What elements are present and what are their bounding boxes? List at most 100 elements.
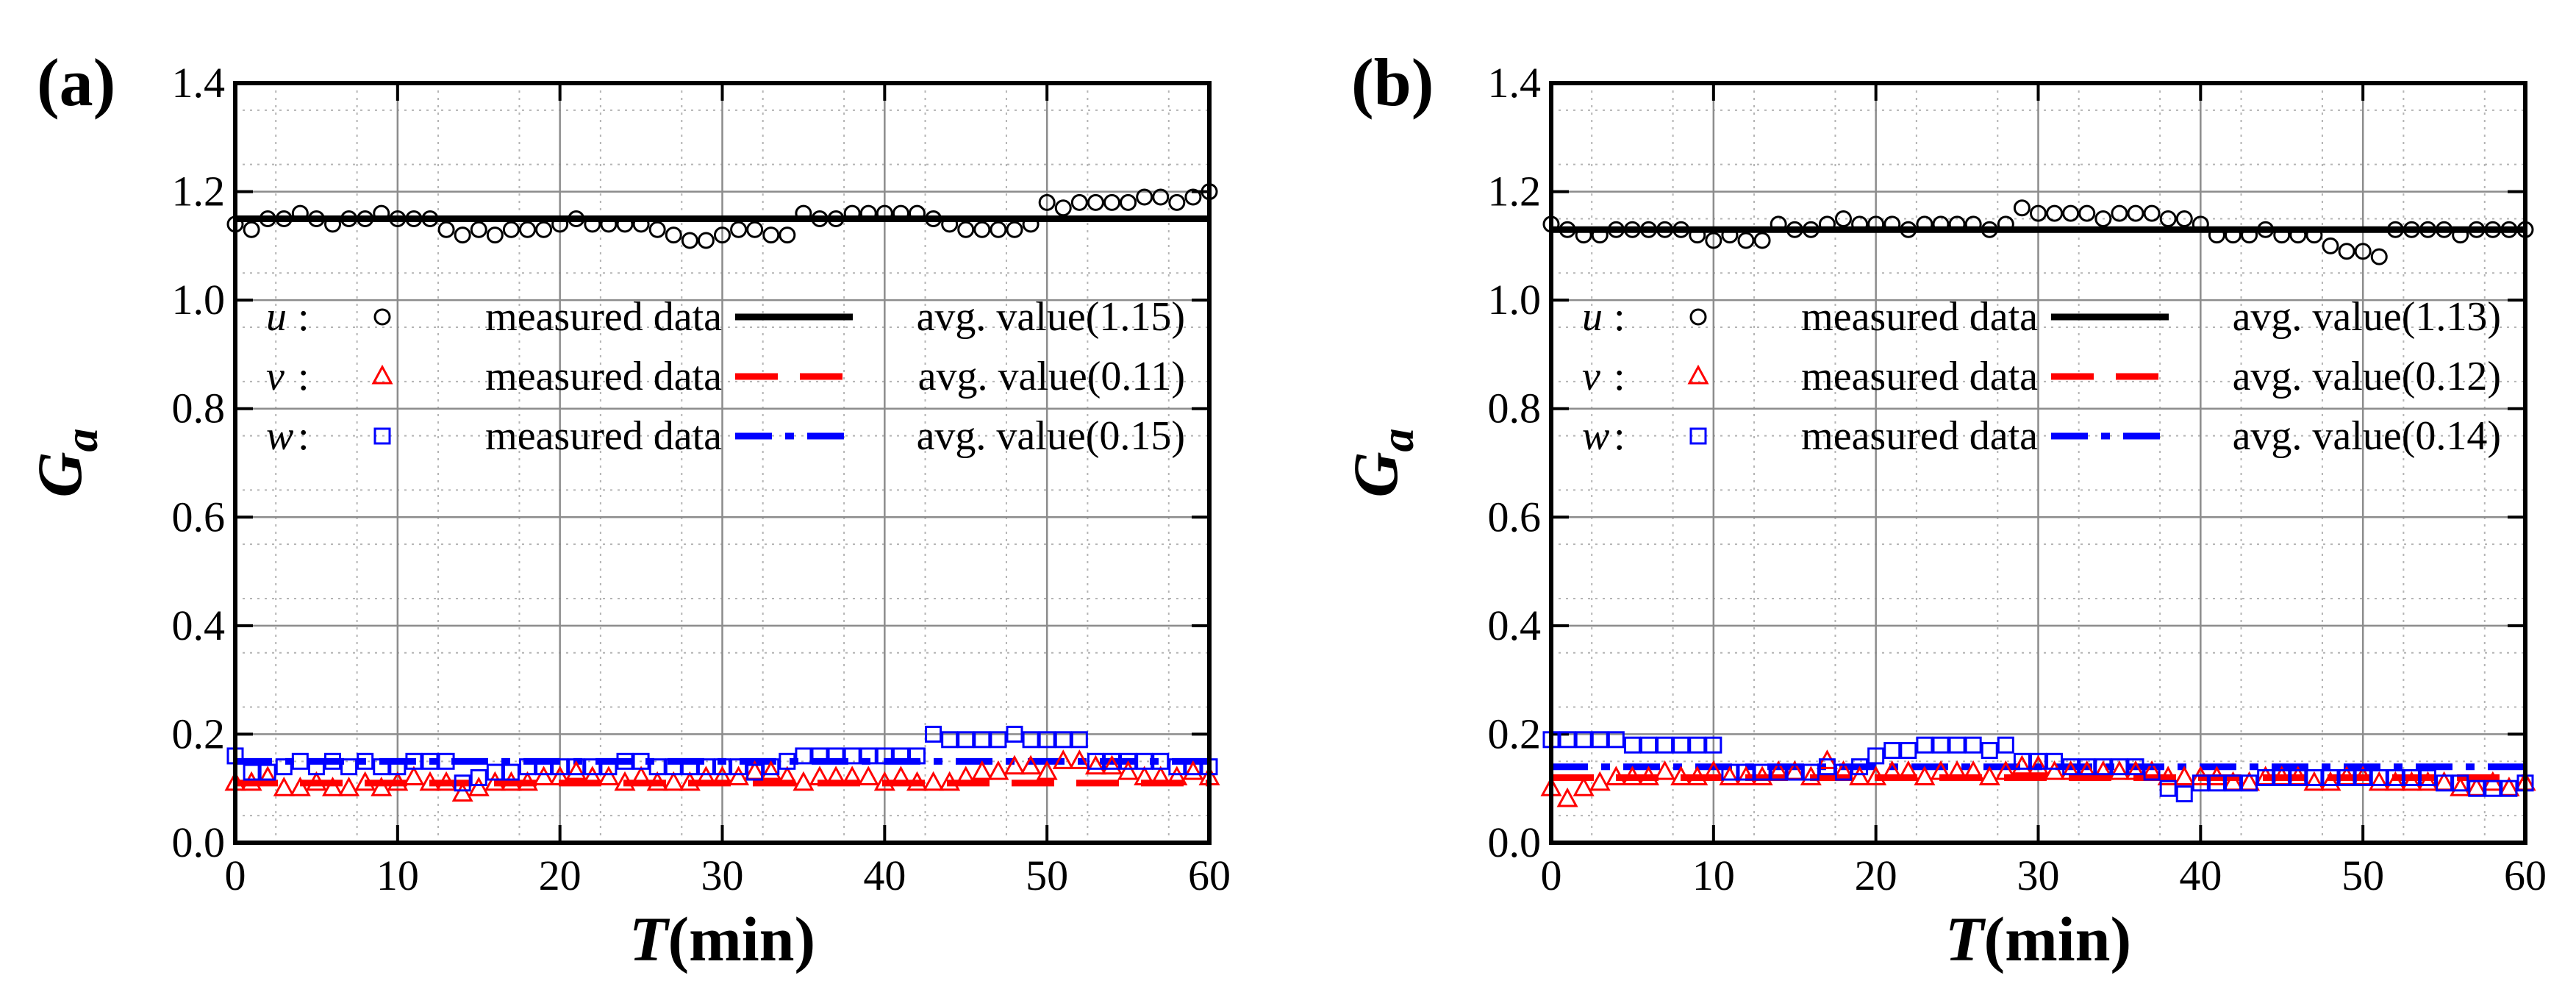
data-point-u bbox=[1770, 215, 1787, 233]
y-axis-symbol: G bbox=[1340, 452, 1411, 497]
data-point-u bbox=[1607, 221, 1625, 238]
data-point-v bbox=[2173, 766, 2195, 785]
data-point-u bbox=[243, 221, 260, 238]
data-point-w bbox=[1786, 763, 1803, 781]
data-point-v bbox=[2060, 760, 2082, 780]
data-point-v bbox=[2108, 760, 2130, 780]
data-point-w bbox=[827, 747, 845, 765]
data-point-u bbox=[2500, 221, 2518, 238]
data-point-w bbox=[437, 752, 455, 770]
data-point-v bbox=[906, 771, 929, 791]
data-point-v bbox=[1117, 760, 1139, 780]
data-point-w bbox=[779, 752, 796, 770]
data-point-u bbox=[648, 221, 666, 238]
legend-avg-label: avg. value(1.13) bbox=[2233, 294, 2501, 340]
data-point-w bbox=[2094, 758, 2112, 776]
data-point-v bbox=[2125, 760, 2147, 780]
data-point-w bbox=[2370, 768, 2388, 786]
data-point-u bbox=[1152, 188, 1170, 206]
data-point-w bbox=[1981, 742, 1998, 760]
data-point-w bbox=[1900, 742, 1917, 760]
data-point-u bbox=[1802, 221, 1820, 238]
data-point-w bbox=[1689, 736, 1706, 754]
data-point-u bbox=[1168, 193, 1186, 211]
data-point-v bbox=[321, 777, 344, 796]
data-point-v bbox=[435, 771, 457, 791]
data-point-v bbox=[2368, 771, 2390, 791]
y-tick-label: 0.4 bbox=[172, 602, 226, 649]
data-point-u bbox=[925, 210, 942, 227]
data-point-w bbox=[1656, 736, 1674, 754]
data-point-u bbox=[1997, 215, 2014, 233]
x-tick-label: 30 bbox=[2017, 852, 2060, 899]
data-point-v bbox=[2092, 760, 2114, 780]
data-point-u bbox=[632, 215, 650, 233]
data-point-v bbox=[695, 766, 717, 785]
data-point-u bbox=[2322, 237, 2339, 254]
data-point-u bbox=[357, 210, 374, 227]
data-point-u bbox=[2305, 226, 2323, 244]
y-tick-label: 1.0 bbox=[1488, 276, 1542, 324]
data-point-w bbox=[373, 758, 390, 776]
data-point-u bbox=[1883, 215, 1901, 233]
data-point-u bbox=[2127, 204, 2144, 222]
legend-avg-label: avg. value(0.14) bbox=[2233, 413, 2501, 459]
data-point-u bbox=[762, 226, 780, 244]
data-point-v bbox=[825, 766, 847, 785]
data-point-u bbox=[2013, 199, 2031, 217]
x-tick-label: 50 bbox=[1026, 852, 1068, 899]
data-point-u bbox=[2046, 204, 2064, 222]
data-point-u bbox=[1070, 193, 1088, 211]
data-point-u bbox=[1900, 221, 1917, 238]
data-point-v bbox=[240, 771, 262, 791]
data-point-u bbox=[1103, 193, 1120, 211]
data-point-v bbox=[760, 760, 782, 780]
x-axis-symbol: T bbox=[629, 904, 670, 974]
legend-avg-label: avg. value(0.11) bbox=[918, 354, 1185, 399]
data-point-u bbox=[2354, 243, 2372, 260]
data-point-v bbox=[468, 777, 490, 796]
data-point-u bbox=[1006, 221, 1023, 238]
legend: u: measured data avg. value(1.13) v: measure… bbox=[1582, 294, 2501, 459]
data-point-w bbox=[1038, 731, 1056, 749]
data-point-u bbox=[2111, 204, 2128, 222]
data-point-w bbox=[925, 725, 942, 743]
data-point-v bbox=[2303, 771, 2325, 791]
data-point-u bbox=[2175, 210, 2193, 227]
y-tick-label: 1.0 bbox=[172, 276, 226, 324]
data-point-u bbox=[2030, 204, 2047, 222]
data-point-v bbox=[1621, 766, 1643, 785]
data-point-v bbox=[1150, 766, 1172, 785]
data-point-u bbox=[2484, 221, 2502, 238]
data-point-u bbox=[1559, 221, 1576, 238]
data-point-u bbox=[2192, 215, 2209, 233]
data-point-v bbox=[419, 771, 441, 791]
x-tick-label: 40 bbox=[2179, 852, 2222, 899]
data-point-u bbox=[973, 221, 991, 238]
data-point-v bbox=[2450, 777, 2472, 796]
data-point-u bbox=[373, 204, 390, 222]
data-point-v bbox=[630, 766, 652, 785]
data-point-u bbox=[1656, 221, 1674, 238]
data-point-w bbox=[1120, 752, 1137, 770]
y-tick-label: 0.0 bbox=[1488, 818, 1542, 866]
data-point-u bbox=[681, 232, 698, 249]
data-point-v bbox=[387, 771, 409, 791]
data-point-w bbox=[1916, 736, 1933, 754]
legend-colon: : bbox=[298, 413, 310, 459]
data-point-w bbox=[470, 768, 487, 786]
data-point-w bbox=[2225, 774, 2242, 792]
data-point-v bbox=[1914, 766, 1936, 785]
data-point-v bbox=[890, 766, 912, 785]
data-point-w bbox=[2289, 768, 2307, 786]
data-point-w bbox=[648, 758, 666, 776]
data-point-w bbox=[2030, 752, 2047, 770]
data-point-w bbox=[1152, 752, 1170, 770]
data-point-u bbox=[389, 210, 407, 227]
y-axis-symbol: G bbox=[24, 452, 95, 497]
data-point-w bbox=[2013, 752, 2031, 770]
data-point-w bbox=[2354, 768, 2372, 786]
data-point-v bbox=[1930, 760, 1952, 780]
data-point-v bbox=[2319, 771, 2341, 791]
data-point-u bbox=[843, 204, 861, 222]
